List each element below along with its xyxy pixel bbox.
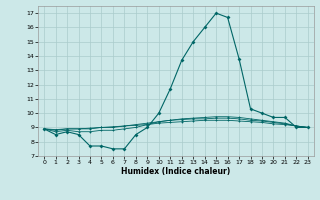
X-axis label: Humidex (Indice chaleur): Humidex (Indice chaleur) [121, 167, 231, 176]
